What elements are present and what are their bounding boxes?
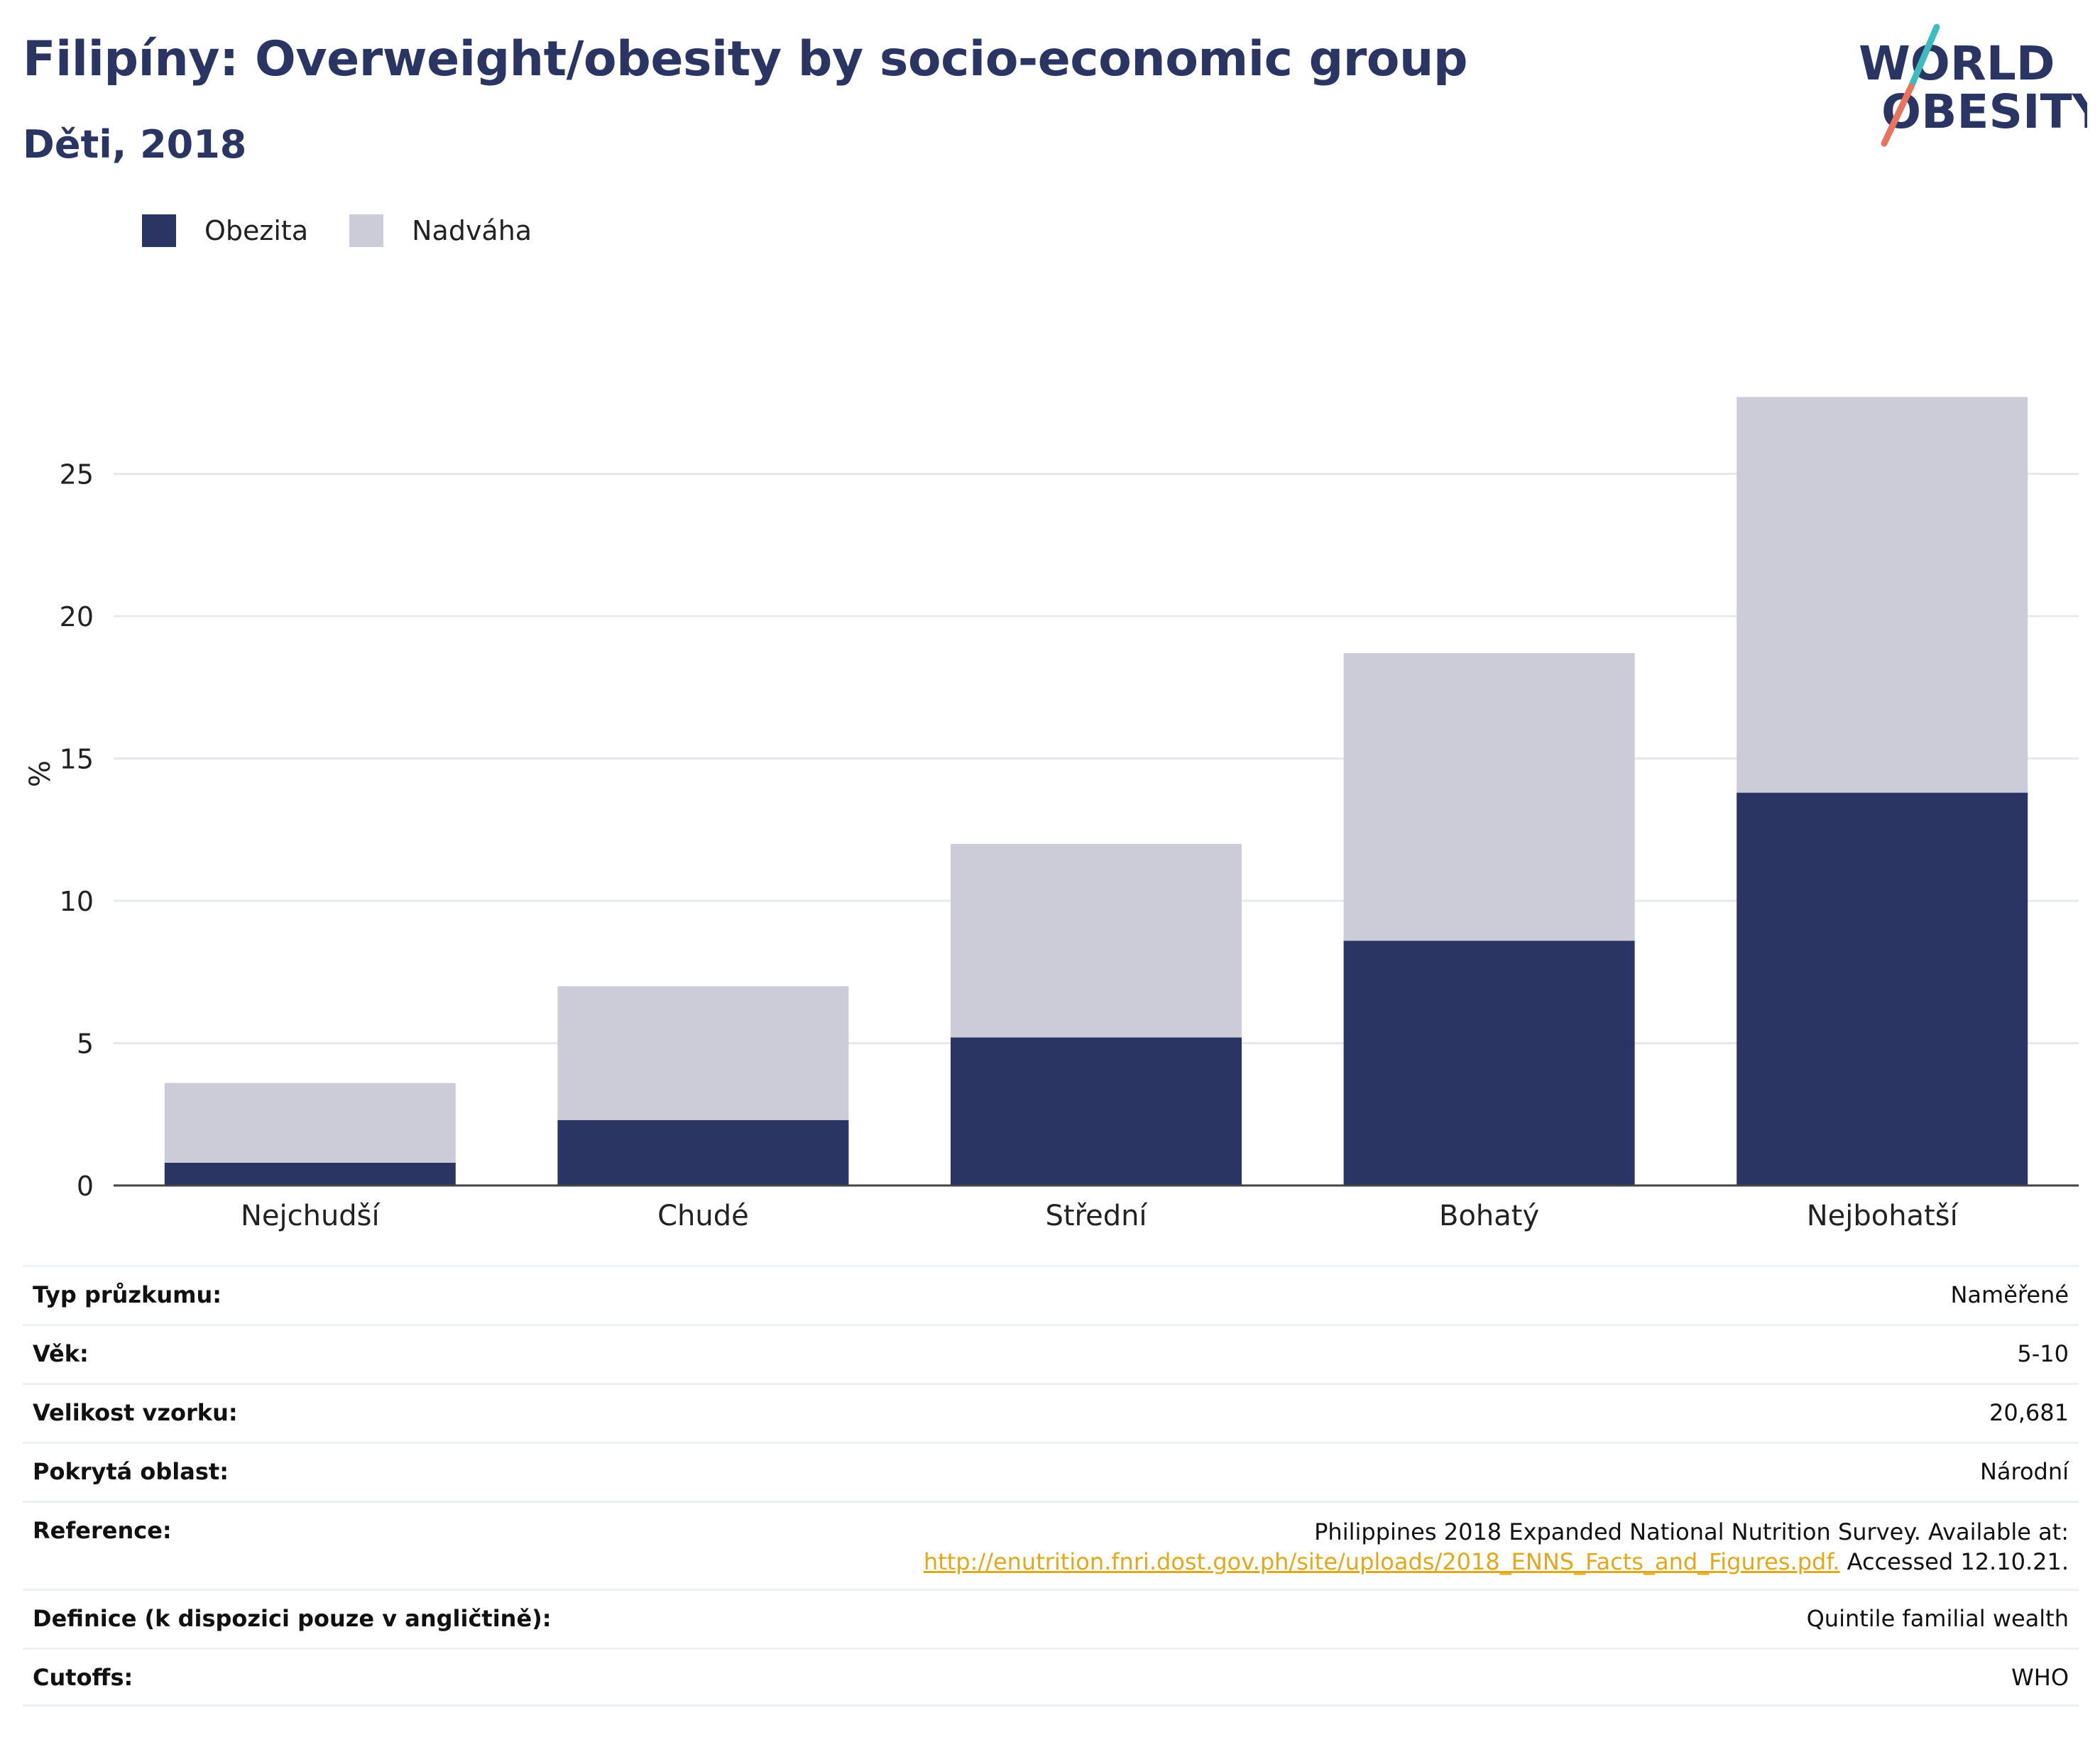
bar-obesity [164,1162,456,1185]
info-row-survey-type: Typ průzkumu: Naměřené [23,1265,2079,1324]
legend-swatch-obesity [142,214,176,247]
y-tick-label: 15 [60,744,94,775]
info-row-age: Věk: 5-10 [23,1324,2079,1383]
y-tick-label: 10 [60,886,94,917]
x-tick-label: Střední [1045,1200,1148,1232]
logo-slash-coral-icon [1881,83,1915,147]
x-tick-label: Nejchudší [241,1200,381,1232]
x-tick-label: Chudé [657,1200,749,1232]
stacked-bar-chart: 0 5 10 15 20 25% Nejchudší Chudé Střední Bohatý Ne… [24,397,2079,1232]
legend-item-obesity[interactable]: Obezita [142,214,308,247]
legend-label-obesity: Obezita [204,215,309,246]
y-tick-label: 0 [77,1171,94,1202]
bar-overweight [1737,397,2028,793]
legend-swatch-overweight [349,214,384,247]
reference-link[interactable]: http://enutrition.fnri.dost.gov.ph/site/… [923,1548,1840,1575]
y-tick-label: 25 [60,459,94,491]
survey-type-value: Naměřené [1950,1281,2069,1308]
y-tick-label: 20 [60,601,94,632]
legend-label-overweight: Nadváha [412,215,532,246]
axes: 0 5 10 15 20 25% Nejchudší Chudé Střední Bohatý Ne… [24,459,2079,1232]
y-tick-label: 5 [77,1029,94,1060]
logo-line-2: OBESITY [1881,84,2087,139]
definition-label: Definice (k dispozici pouze v angličtině… [33,1605,552,1632]
reference-accessed: Accessed 12.10.21. [1839,1548,2069,1575]
bar-obesity [557,1119,849,1185]
sample-size-label: Velikost vzorku: [33,1399,238,1426]
bar-obesity [1737,792,2028,1185]
y-axis-label: % [24,760,57,787]
bars [164,397,2028,1185]
info-row-sample-size: Velikost vzorku: 20,681 [23,1383,2079,1442]
reference-text: Philippines 2018 Expanded National Nutri… [1314,1518,2069,1545]
info-row-area: Pokrytá oblast: Národní [23,1442,2079,1501]
bar-overweight [951,843,1242,1038]
survey-info-table: Typ průzkumu: Naměřené Věk: 5-10 Velikos… [23,1265,2079,1707]
bar-overweight [1343,653,1635,941]
info-row-reference: Reference: Philippines 2018 Expanded Nat… [23,1501,2079,1589]
survey-type-label: Typ průzkumu: [33,1281,222,1308]
x-tick-label: Nejbohatší [1807,1200,1959,1232]
cutoffs-label: Cutoffs: [33,1664,133,1691]
bar-obesity [951,1037,1242,1185]
age-value: 5-10 [2017,1340,2069,1367]
chart-legend: Obezita Nadváha [142,213,573,248]
age-label: Věk: [33,1340,89,1367]
bar-overweight [557,986,849,1120]
legend-item-overweight[interactable]: Nadváha [349,214,532,247]
sample-size-value: 20,681 [1989,1399,2069,1426]
x-tick-label: Bohatý [1439,1200,1539,1232]
logo-slash-teal-icon [1908,23,1940,90]
info-row-cutoffs: Cutoffs: WHO [23,1648,2079,1707]
reference-label: Reference: [33,1517,172,1544]
info-row-definition: Definice (k dispozici pouze v angličtině… [23,1589,2079,1648]
reference-value: Philippines 2018 Expanded National Nutri… [924,1517,2069,1577]
cutoffs-value: WHO [2011,1664,2069,1691]
bar-overweight [164,1083,456,1163]
world-obesity-logo: WORLD OBESITY [1859,23,2087,147]
area-value: Národní [1979,1458,2069,1485]
definition-value: Quintile familial wealth [1806,1605,2069,1632]
chart-title: Filipíny: Overweight/obesity by socio-ec… [23,31,1468,87]
bar-obesity [1343,941,1635,1185]
logo-line-1: WORLD [1859,36,2055,91]
chart-subtitle: Děti, 2018 [23,122,247,167]
area-label: Pokrytá oblast: [33,1458,229,1485]
